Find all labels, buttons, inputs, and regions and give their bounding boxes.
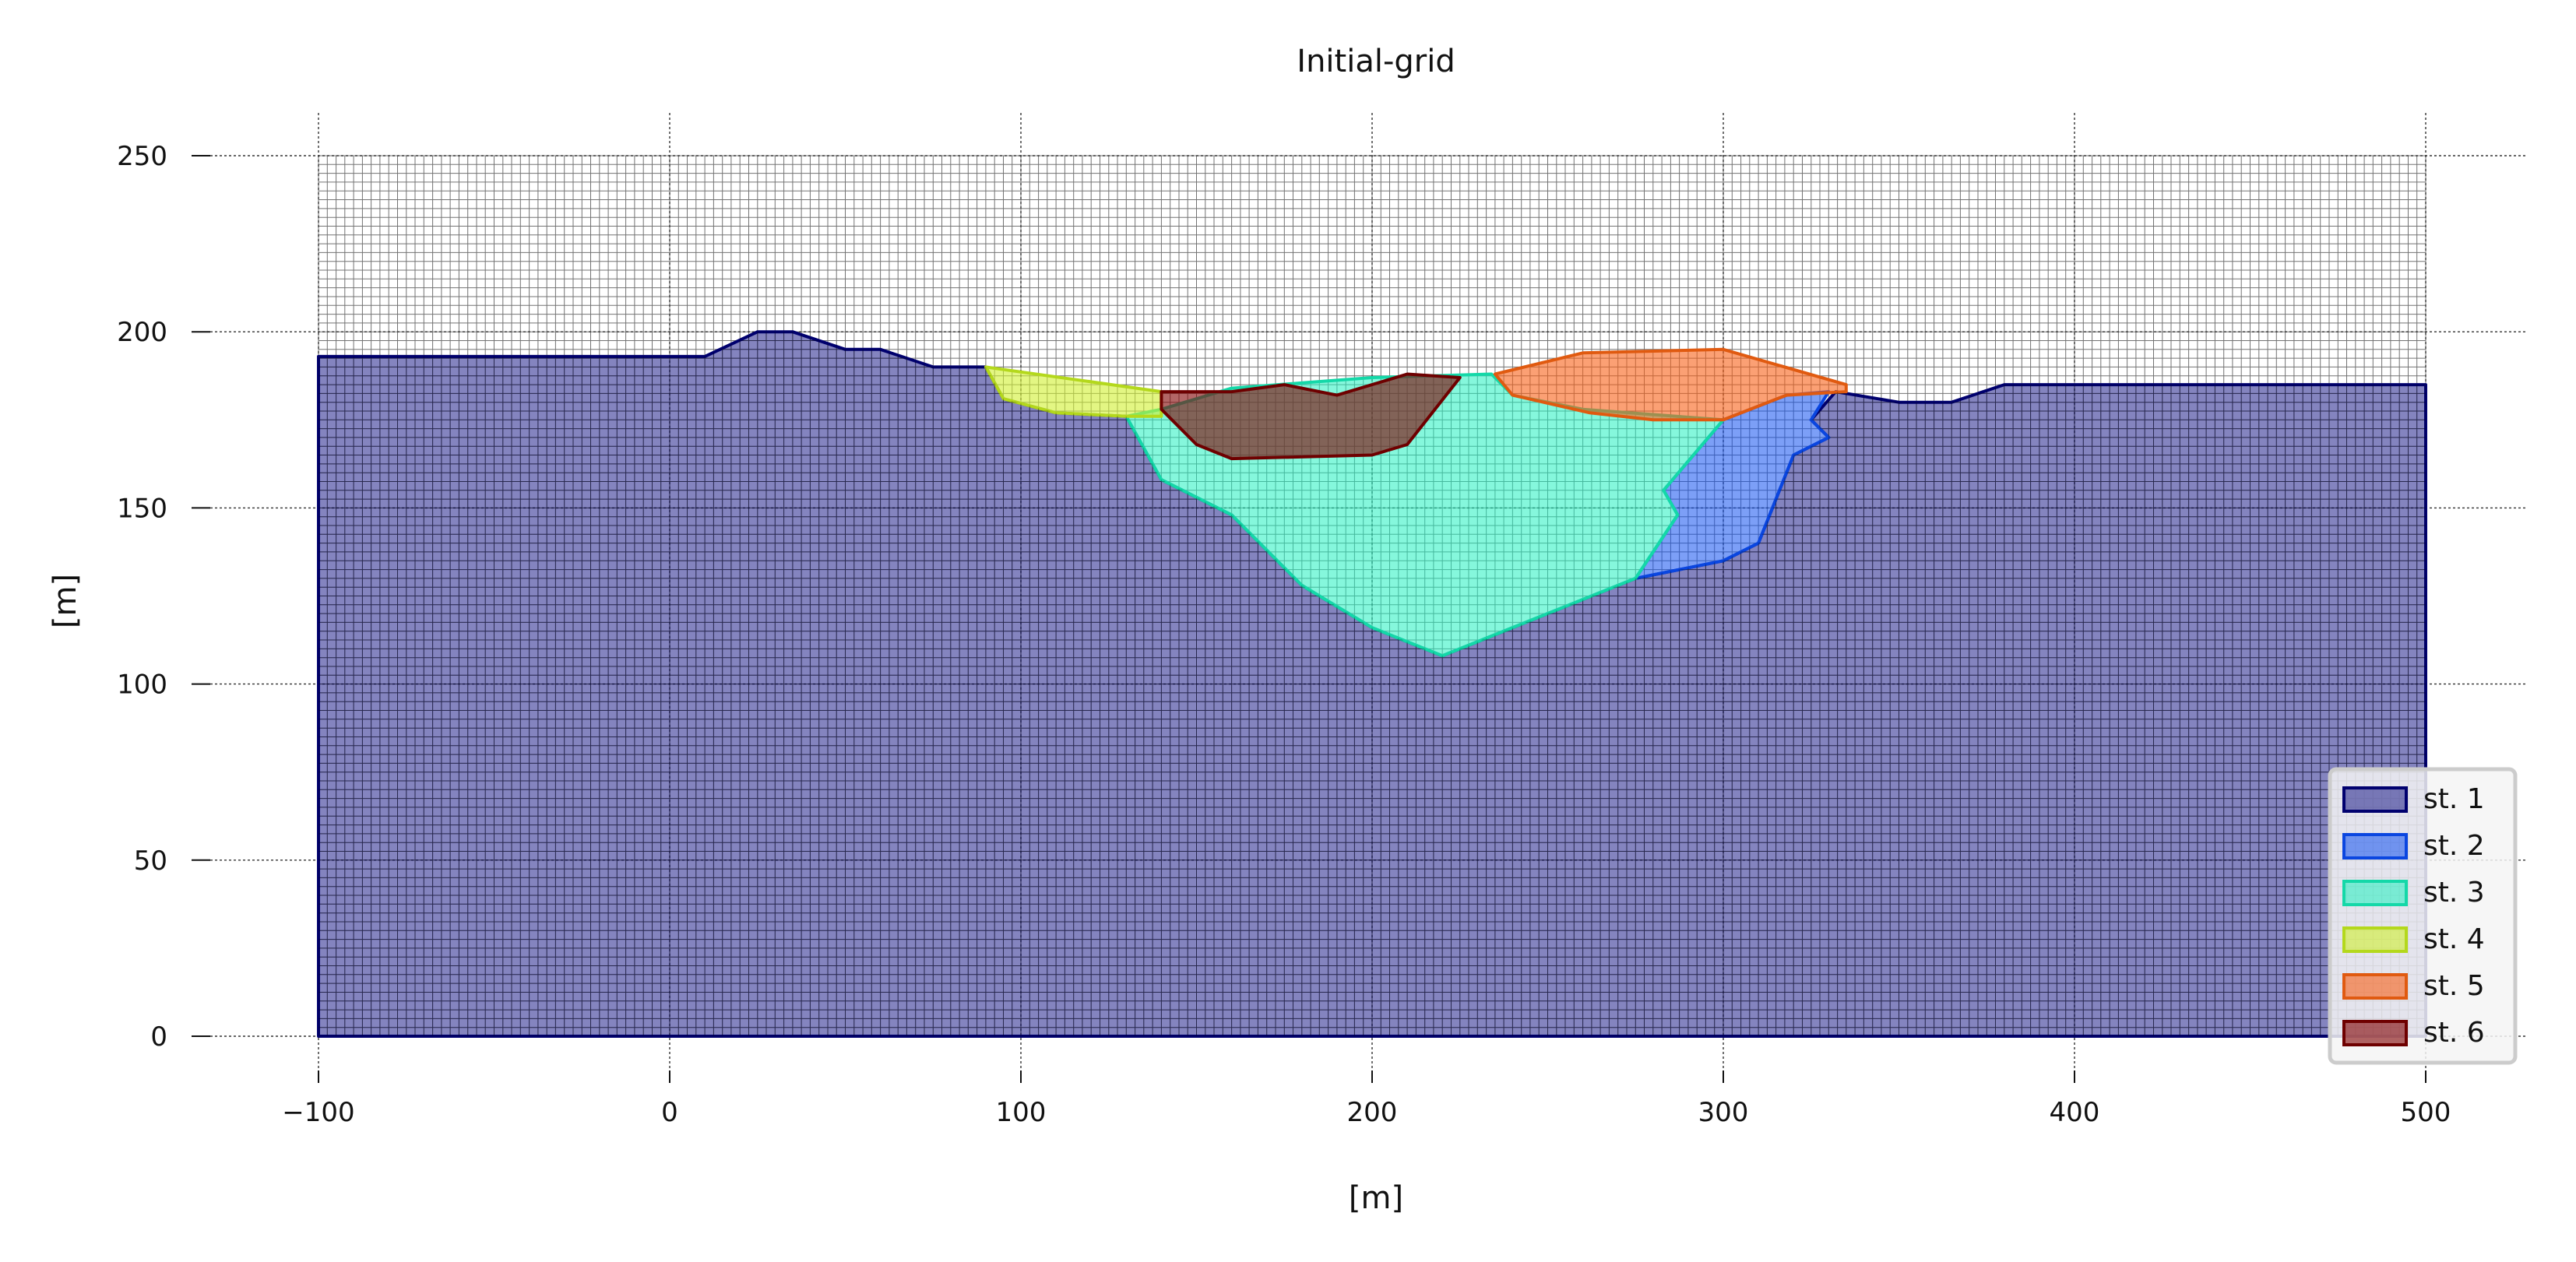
chart-title: Initial-grid — [1297, 44, 1455, 79]
x-tick-label: 300 — [1698, 1097, 1749, 1128]
x-tick-label: 500 — [2401, 1097, 2451, 1128]
legend-swatch-st2 — [2342, 833, 2408, 859]
x-tick-label: 0 — [661, 1097, 678, 1128]
legend-frame — [2328, 767, 2518, 1065]
y-tick-label: 250 — [117, 141, 167, 172]
x-tick-label: 200 — [1347, 1097, 1398, 1128]
legend-label-st6: st. 6 — [2423, 1017, 2485, 1049]
legend-label-st2: st. 2 — [2423, 830, 2485, 862]
y-tick-label: 200 — [117, 317, 167, 348]
legend-label-st3: st. 3 — [2423, 877, 2485, 909]
x-tick-label: −100 — [282, 1097, 354, 1128]
stratum-6-region — [1160, 372, 1462, 461]
y-tick-label: 50 — [134, 845, 167, 877]
stratum-regions — [317, 330, 2427, 1038]
legend: st. 1 st. 2 st. 3 st. 4 st. 5 st. 6 — [2328, 767, 2518, 1065]
y-tick-label: 150 — [117, 493, 167, 524]
legend-swatch-st4 — [2342, 926, 2408, 953]
stratum-5-region — [1493, 347, 1848, 422]
legend-swatch-st6 — [2342, 1020, 2408, 1046]
legend-label-st1: st. 1 — [2423, 783, 2485, 815]
axis-ticks: −100 0 100 200 300 400 500 0 50 100 150 200 250 — [117, 141, 2451, 1128]
y-tick-label: 0 — [150, 1021, 167, 1053]
y-tick-label: 100 — [117, 670, 167, 701]
y-axis-label: [m] — [48, 574, 83, 628]
legend-label-st4: st. 4 — [2423, 923, 2485, 955]
legend-swatch-st1 — [2342, 786, 2408, 813]
legend-label-st5: st. 5 — [2423, 970, 2485, 1002]
x-tick-label: 400 — [2050, 1097, 2100, 1128]
legend-swatch-st3 — [2342, 880, 2408, 906]
legend-swatch-st5 — [2342, 973, 2408, 1000]
x-axis-label: [m] — [1349, 1180, 1403, 1216]
x-tick-label: 100 — [996, 1097, 1047, 1128]
